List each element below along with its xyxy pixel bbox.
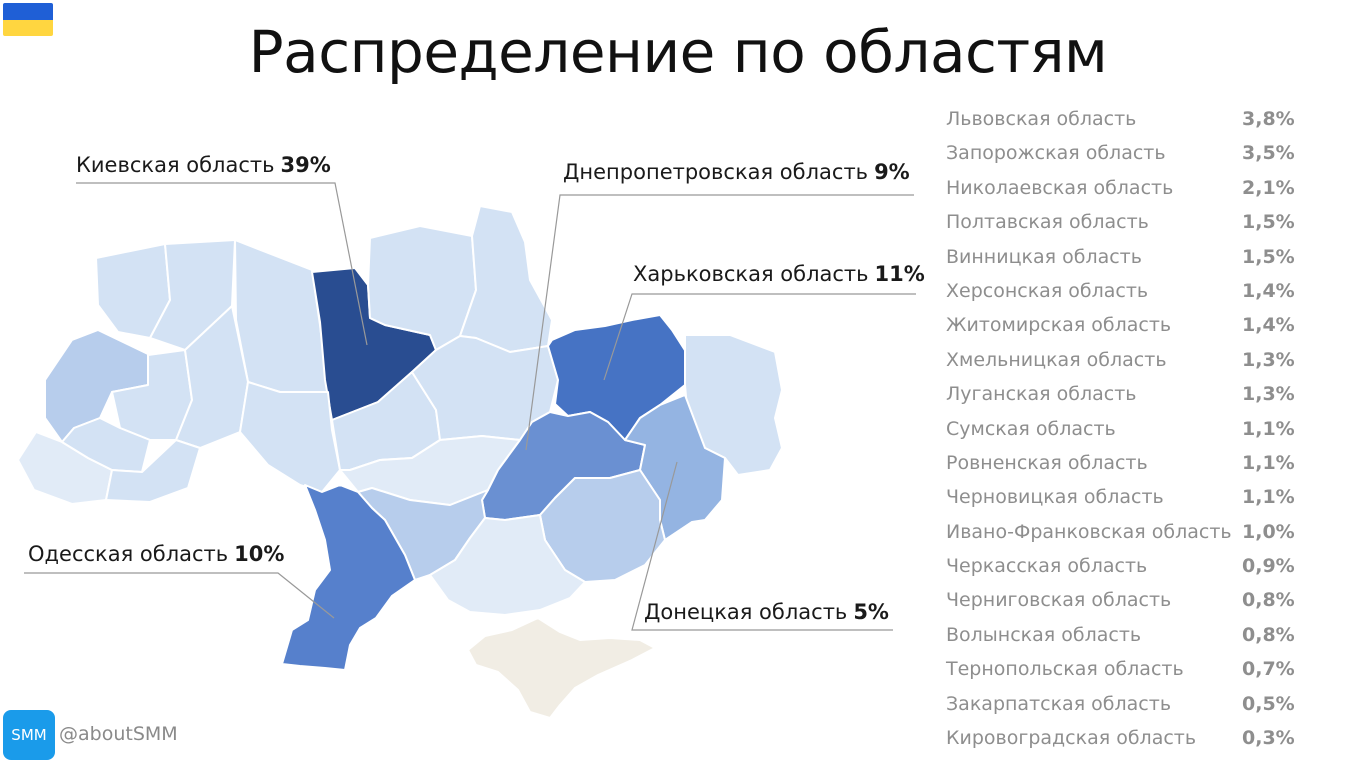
callout-kyiv-percent: 39%: [280, 153, 331, 177]
region-name: Львовская область: [946, 108, 1137, 130]
callout-dnipropetrovsk-name: Днепропетровская область: [563, 160, 869, 184]
flag-yellow-stripe: [3, 19, 53, 36]
region-percent: 1,3%: [1242, 348, 1295, 371]
region-percent: 1,1%: [1242, 417, 1295, 440]
region-name: Винницкая область: [946, 245, 1142, 268]
leader-donetsk: [631, 461, 893, 631]
region-name: Николаевская область: [946, 176, 1174, 199]
list-item: Луганская область 1,3%: [946, 379, 1346, 413]
callout-dnipropetrovsk-percent: 9%: [874, 160, 910, 184]
page-title: Распределение по областям: [248, 18, 1108, 86]
callout-kharkiv-percent: 11%: [874, 262, 925, 286]
region-kherson: [429, 514, 586, 616]
region-sumy: [459, 205, 553, 353]
callout-donetsk-percent: 5%: [853, 600, 889, 624]
region-percent: 1,5%: [1242, 245, 1295, 268]
region-name: Сумская область: [946, 417, 1116, 440]
region-percent: 1,0%: [1242, 520, 1295, 543]
region-percent: 2,1%: [1242, 176, 1295, 199]
region-percent: 1,3%: [1242, 383, 1295, 406]
region-percent: 0,8%: [1242, 589, 1295, 612]
callout-odesa-name: Одесская область: [28, 542, 229, 566]
list-item: Черниговская область 0,8%: [946, 585, 1346, 619]
list-item: Сумская область 1,1%: [946, 414, 1346, 448]
leader-kharkiv: [603, 293, 916, 381]
list-item: Ровненская область 1,1%: [946, 448, 1346, 482]
list-item: Хмельницкая область 1,3%: [946, 345, 1346, 379]
region-name: Ивано-Франковская область: [946, 520, 1232, 543]
callout-kyiv: Киевская область 39%: [76, 153, 331, 177]
region-percent: 0,3%: [1242, 727, 1295, 750]
list-item: Житомирская область 1,4%: [946, 310, 1346, 344]
region-percent: 0,9%: [1242, 555, 1295, 578]
region-name: Черкасская область: [946, 555, 1148, 578]
list-item: Запорожская область 3,5%: [946, 138, 1346, 172]
region-name: Житомирская область: [946, 314, 1172, 337]
list-item: Тернопольская область 0,7%: [946, 654, 1346, 688]
region-percent: 1,4%: [1242, 314, 1295, 337]
region-percent: 1,4%: [1242, 279, 1295, 302]
region-name: Черновицкая область: [946, 486, 1164, 509]
region-percent: 1,5%: [1242, 211, 1295, 234]
callout-odesa-percent: 10%: [234, 542, 285, 566]
region-name: Луганская область: [946, 383, 1137, 406]
list-item: Черкасская область 0,9%: [946, 551, 1346, 585]
region-name: Херсонская область: [946, 279, 1149, 302]
smm-logo-icon: SMM: [3, 710, 55, 760]
region-name: Хмельницкая область: [946, 348, 1167, 371]
region-percent: 3,8%: [1242, 108, 1295, 130]
callout-donetsk-name: Донецкая область: [644, 600, 848, 624]
regions-list: Львовская область 3,8% Запорожская област…: [946, 104, 1346, 757]
region-khmelnytskyi: [175, 305, 249, 449]
region-odesa: [281, 484, 416, 671]
callout-kyiv-name: Киевская область: [76, 153, 275, 177]
brand-handle: @aboutSMM: [59, 723, 178, 745]
region-chernivtsi: [105, 439, 201, 503]
region-name: Волынская область: [946, 623, 1142, 646]
leader-odesa: [24, 572, 335, 619]
region-percent: 1,1%: [1242, 451, 1295, 474]
region-name: Кировоградская область: [946, 727, 1197, 750]
region-name: Полтавская область: [946, 211, 1149, 234]
region-name: Запорожская область: [946, 142, 1166, 165]
callout-odesa: Одесская область 10%: [28, 542, 284, 566]
list-item: Закарпатская область 0,5%: [946, 689, 1346, 723]
region-name: Тернопольская область: [946, 658, 1184, 681]
region-name: Черниговская область: [946, 589, 1172, 612]
region-percent: 3,5%: [1242, 142, 1295, 165]
region-percent: 0,8%: [1242, 623, 1295, 646]
list-item: Волынская область 0,8%: [946, 620, 1346, 654]
list-item: Херсонская область 1,4%: [946, 276, 1346, 310]
region-name: Закарпатская область: [946, 692, 1172, 715]
list-item: Николаевская область 2,1%: [946, 173, 1346, 207]
callout-kharkiv: Харьковская область 11%: [633, 262, 925, 286]
ukraine-flag-icon: [3, 3, 53, 36]
flag-blue-stripe: [3, 3, 53, 20]
leader-dnipro: [525, 194, 914, 451]
region-percent: 0,7%: [1242, 658, 1295, 681]
callout-kharkiv-name: Харьковская область: [633, 262, 869, 286]
callout-donetsk: Донецкая область 5%: [644, 600, 889, 624]
region-vinnytsia: [239, 381, 341, 493]
region-ivano-frankivsk: [61, 417, 151, 473]
region-crimea: [467, 617, 656, 719]
list-item: Ивано-Франковская область 1,0%: [946, 517, 1346, 551]
leader-kyiv: [76, 182, 368, 346]
region-name: Ровненская область: [946, 451, 1148, 474]
list-item: Черновицкая область 1,1%: [946, 482, 1346, 516]
list-item: Полтавская область 1,5%: [946, 207, 1346, 241]
list-item: Кировоградская область 0,3%: [946, 723, 1346, 757]
list-item: Львовская область 3,8%: [946, 104, 1346, 138]
callout-leader-lines: [24, 182, 916, 631]
list-item: Винницкая область 1,5%: [946, 242, 1346, 276]
region-percent: 0,5%: [1242, 692, 1295, 715]
callout-dnipropetrovsk: Днепропетровская область 9%: [563, 160, 910, 184]
region-zhytomyr: [234, 239, 329, 393]
region-percent: 1,1%: [1242, 486, 1295, 509]
